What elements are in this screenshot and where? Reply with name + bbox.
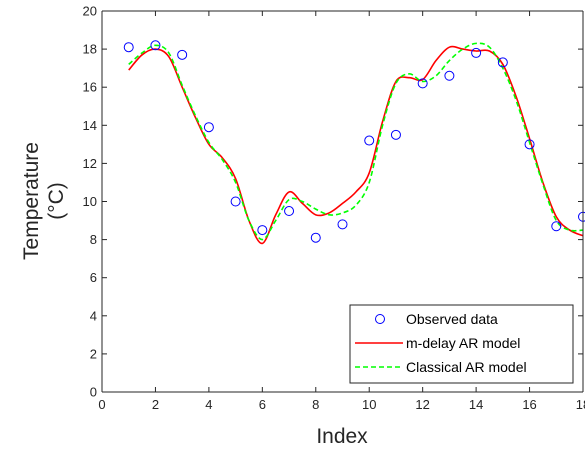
x-tick-label: 2 — [152, 397, 159, 412]
observed-data-point — [364, 135, 375, 146]
legend-box — [349, 304, 574, 384]
y-axis-unit-label: (°C) — [45, 182, 68, 220]
series-line-classical-ar — [128, 42, 584, 241]
observed-data-point — [230, 196, 241, 207]
observed-data-point — [551, 221, 562, 232]
observed-data-point — [203, 122, 214, 133]
y-tick-label: 2 — [90, 346, 97, 361]
legend-label-m-delay: m-delay AR model — [406, 335, 520, 351]
observed-data-point — [284, 206, 295, 217]
y-tick-label: 20 — [83, 4, 97, 19]
observed-data-point — [497, 57, 508, 68]
x-tick-label: 18 — [576, 397, 585, 412]
series-layer — [123, 40, 585, 245]
observed-data-point — [310, 232, 321, 243]
x-axis-label: Index — [316, 425, 368, 448]
legend: Observed data m-delay AR model Classical… — [349, 304, 574, 384]
x-tick-label: 0 — [98, 397, 105, 412]
y-tick-label: 14 — [83, 118, 97, 133]
x-tick-label: 14 — [469, 397, 483, 412]
observed-data-point — [123, 42, 134, 53]
observed-data-point — [390, 129, 401, 140]
y-tick-label: 8 — [90, 232, 97, 247]
series-line-m-delay-ar — [128, 45, 584, 245]
x-tick-label: 8 — [312, 397, 319, 412]
observed-data-point — [177, 49, 188, 60]
y-tick-label: 0 — [90, 385, 97, 400]
legend-label-observed: Observed data — [406, 311, 498, 327]
observed-data-point — [524, 139, 535, 150]
y-tick-label: 6 — [90, 270, 97, 285]
x-tick-label: 16 — [522, 397, 536, 412]
y-tick-label: 10 — [83, 194, 97, 209]
x-tick-label: 4 — [205, 397, 212, 412]
x-tick-label: 10 — [362, 397, 376, 412]
observed-data-point — [444, 70, 455, 81]
observed-data-point — [257, 225, 268, 236]
legend-marker-observed — [375, 314, 385, 324]
observed-data-point — [471, 47, 482, 58]
x-tick-label: 6 — [259, 397, 266, 412]
y-tick-label: 16 — [83, 80, 97, 95]
y-tick-label: 18 — [83, 42, 97, 57]
y-tick-label: 12 — [83, 156, 97, 171]
x-tick-label: 12 — [415, 397, 429, 412]
legend-label-classical: Classical AR model — [406, 359, 527, 375]
observed-data-point — [150, 40, 161, 51]
ticks: 0 2 4 6 8 10 12 14 16 18 0 2 4 6 8 10 12 14 16 18 20 — [83, 4, 585, 413]
observed-data-point — [417, 78, 428, 89]
y-axis-label: Temperature — [20, 142, 43, 260]
observed-data-point — [337, 219, 348, 230]
y-tick-label: 4 — [90, 308, 97, 323]
